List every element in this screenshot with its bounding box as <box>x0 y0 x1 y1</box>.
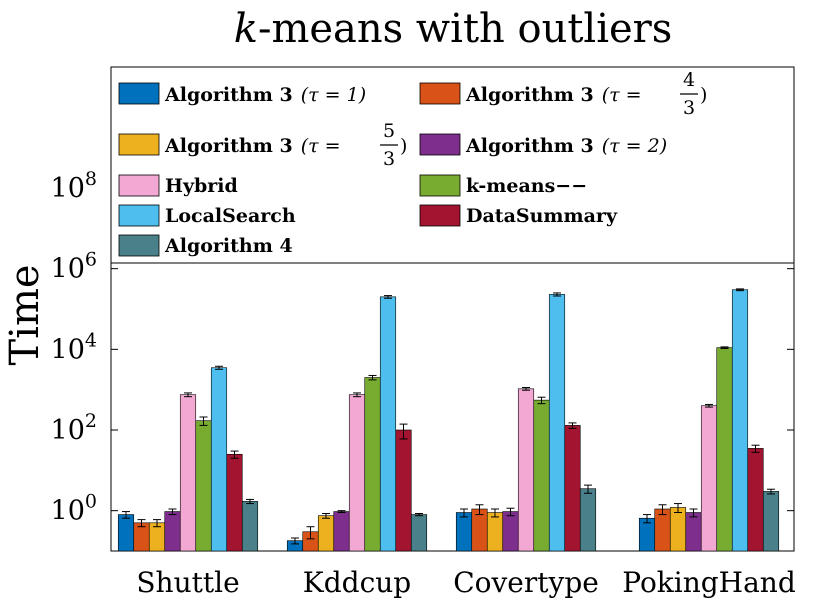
y-ticks-group: 100 102 104 106 108 <box>51 168 794 527</box>
legend-param-s1: (τ = <box>602 84 642 106</box>
category-label: Shuttle <box>136 566 239 599</box>
bars-group <box>117 288 780 552</box>
bar <box>348 394 366 552</box>
legend-frac-den-s1: 3 <box>683 97 695 119</box>
bar <box>395 429 412 552</box>
legend-name-s3: Algorithm 3 <box>465 135 594 157</box>
y-tick-label: 102 <box>51 410 97 446</box>
legend-label-algorithm4: Algorithm 4 <box>164 235 293 257</box>
bar <box>317 515 335 552</box>
chart-title-italic: k <box>234 6 258 52</box>
legend: Algorithm 3 (τ = 1) Algorithm 3 (τ = 4 3 )… <box>110 66 795 264</box>
legend-name-s1: Algorithm 3 <box>465 84 594 106</box>
bar <box>486 512 504 552</box>
bar <box>762 491 780 552</box>
bar <box>579 488 597 552</box>
legend-label-datasummary: DataSummary <box>466 205 618 227</box>
legend-label-algorithm3-tau53: Algorithm 3 (τ = <box>164 135 341 157</box>
bar <box>685 512 702 552</box>
bar <box>533 399 550 552</box>
bar <box>410 514 428 552</box>
legend-swatch-algorithm3-tau2 <box>419 133 461 156</box>
bar <box>164 511 181 552</box>
category-labels-group: Shuttle Kddcup Covertype PokingHand <box>136 566 795 599</box>
bar <box>731 289 749 552</box>
bar <box>210 367 228 552</box>
y-tick-label: 106 <box>51 249 97 285</box>
category-label: Kddcup <box>303 566 411 599</box>
bar <box>333 511 350 552</box>
bar <box>195 420 212 552</box>
y-tick-label: 108 <box>51 168 97 204</box>
bar <box>716 347 733 552</box>
legend-label-algorithm3-tau1: Algorithm 3 (τ = 1) <box>164 84 366 106</box>
legend-swatch-algorithm4 <box>118 234 160 257</box>
bar <box>747 448 764 552</box>
y-tick-label: 104 <box>51 329 97 365</box>
y-tick-label: 100 <box>51 491 97 527</box>
legend-swatch-algorithm3-tau1 <box>118 82 160 105</box>
bar <box>471 508 488 552</box>
legend-swatch-hybrid <box>118 174 160 197</box>
legend-close-s2: ) <box>400 135 407 157</box>
legend-label-algorithm3-tau2: Algorithm 3 (τ = 2) <box>465 135 667 157</box>
bar <box>364 377 381 552</box>
legend-label-hybrid: Hybrid <box>165 175 238 197</box>
legend-swatch-localsearch <box>118 204 160 227</box>
bar <box>548 294 566 552</box>
chart-title-rest: -means with outliers <box>258 6 672 52</box>
bar <box>226 453 243 552</box>
bar <box>700 405 718 552</box>
category-label: PokingHand <box>622 566 796 599</box>
bar <box>669 507 687 552</box>
legend-label-localsearch: LocalSearch <box>165 205 296 227</box>
legend-name-s2: Algorithm 3 <box>164 135 293 157</box>
legend-param-s3: (τ = 2) <box>602 135 667 157</box>
chart-title: k-means with outliers <box>234 6 673 52</box>
legend-swatch-datasummary <box>419 204 461 227</box>
legend-swatch-algorithm3-tau43 <box>419 82 461 105</box>
bar <box>502 511 519 552</box>
bar <box>654 508 671 552</box>
legend-frac-den-s2: 3 <box>383 148 395 170</box>
bar <box>117 514 135 552</box>
legend-name-s0: Algorithm 3 <box>164 84 293 106</box>
legend-param-s2: (τ = <box>301 135 341 157</box>
bar <box>241 501 259 552</box>
legend-label-kmeans: k-means−− <box>466 175 587 197</box>
legend-swatch-algorithm3-tau53 <box>118 133 160 156</box>
category-label: Covertype <box>453 566 599 599</box>
bar <box>564 425 581 552</box>
bar <box>379 296 397 552</box>
legend-frac-num-s1: 4 <box>683 69 695 91</box>
y-axis-label: Time <box>2 264 48 365</box>
legend-close-s1: ) <box>700 84 707 106</box>
legend-frac-num-s2: 5 <box>383 120 395 142</box>
legend-param-s0: (τ = 1) <box>301 84 366 106</box>
legend-label-algorithm3-tau43: Algorithm 3 (τ = <box>465 84 642 106</box>
bar <box>455 512 473 552</box>
legend-swatch-kmeans <box>419 174 461 197</box>
bar <box>517 388 535 552</box>
bar <box>179 394 197 552</box>
